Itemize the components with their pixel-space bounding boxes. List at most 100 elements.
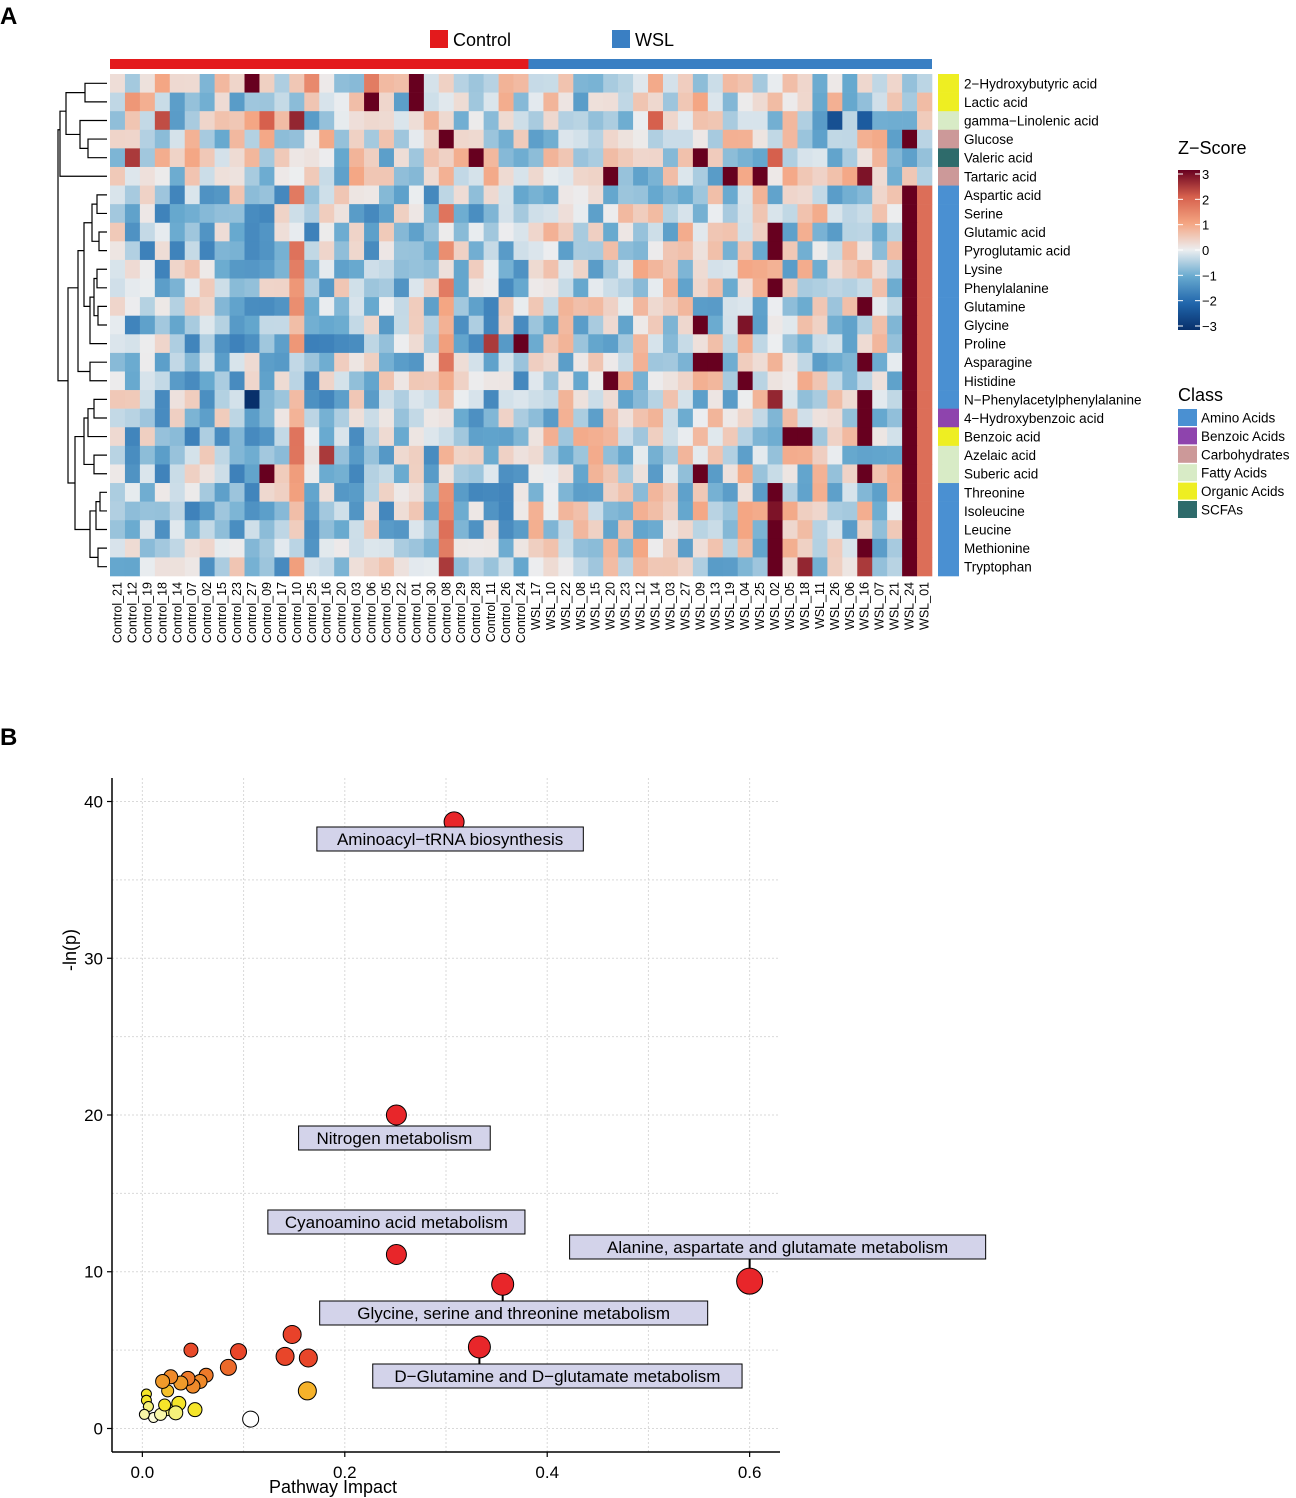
heatmap-cell: [797, 185, 813, 205]
heatmap-cell: [648, 538, 664, 558]
heatmap-cell: [304, 185, 320, 205]
heatmap-cell: [857, 483, 873, 502]
heatmap-cell: [737, 92, 753, 112]
heatmap-cell: [199, 408, 215, 428]
heatmap-cell: [797, 129, 813, 149]
heatmap-cell: [349, 129, 365, 149]
heatmap-cell: [752, 408, 768, 428]
heatmap-cell: [304, 557, 320, 577]
heatmap-cell: [797, 557, 813, 577]
heatmap-cell: [259, 74, 275, 93]
sample-label: Control_17: [275, 582, 289, 643]
heatmap-cell: [752, 259, 768, 279]
heatmap-cell: [110, 520, 126, 540]
heatmap-cell: [782, 278, 798, 298]
heatmap-cell: [812, 241, 828, 261]
heatmap-cell: [722, 315, 739, 335]
group-bar-wsl: [528, 59, 932, 69]
heatmap-cell: [752, 241, 768, 261]
heatmap-cell: [154, 427, 171, 447]
heatmap-cell: [229, 74, 245, 93]
heatmap-cell: [289, 148, 305, 168]
heatmap-cell: [154, 390, 171, 409]
heatmap-cell: [483, 371, 499, 391]
heatmap-cell: [184, 390, 200, 409]
heatmap-cell: [648, 129, 664, 149]
heatmap-cell: [588, 408, 604, 428]
heatmap-cell: [782, 241, 798, 261]
heatmap-cell: [528, 334, 544, 354]
heatmap-cell: [124, 241, 141, 261]
heatmap-cell: [408, 390, 425, 409]
heatmap-cell: [767, 334, 783, 354]
heatmap-cell: [887, 557, 903, 577]
heatmap-cell: [543, 390, 559, 409]
heatmap-cell: [513, 297, 529, 317]
heatmap-cell: [677, 445, 694, 465]
heatmap-cell: [199, 371, 215, 391]
heatmap-cell: [453, 204, 469, 224]
heatmap-cell: [154, 166, 171, 186]
heatmap-cell: [229, 259, 245, 279]
heatmap-cell: [917, 352, 933, 372]
heatmap-cell: [334, 501, 350, 521]
heatmap-cell: [767, 111, 783, 131]
heatmap-cell: [797, 390, 813, 409]
heatmap-cell: [154, 483, 171, 502]
heatmap-cell: [199, 538, 215, 558]
heatmap-cell: [199, 520, 215, 540]
heatmap-cell: [618, 483, 634, 502]
heatmap-cell: [588, 352, 604, 372]
heatmap-cell: [304, 259, 320, 279]
class-annotation-cell: [938, 129, 959, 149]
heatmap-cell: [707, 278, 724, 298]
heatmap-cell: [573, 74, 589, 93]
heatmap-cell: [677, 483, 694, 502]
heatmap-cell: [558, 315, 574, 335]
heatmap-cell: [648, 185, 664, 205]
heatmap-cell: [364, 278, 380, 298]
heatmap-cell: [842, 483, 858, 502]
metabolite-label: Valeric acid: [964, 151, 1033, 166]
class-annotation-cell: [938, 278, 959, 298]
heatmap-cell: [543, 111, 559, 131]
heatmap-cell: [752, 483, 768, 502]
sample-label: Control_10: [290, 582, 304, 643]
heatmap-cell: [110, 204, 126, 224]
heatmap-cell: [244, 334, 260, 354]
heatmap-cell: [364, 334, 380, 354]
heatmap-cell: [812, 538, 828, 558]
heatmap-cell: [334, 92, 350, 112]
heatmap-cell: [782, 74, 798, 93]
heatmap-cell: [259, 483, 275, 502]
heatmap-cell: [453, 501, 469, 521]
heatmap-cell: [513, 92, 529, 112]
heatmap-cell: [662, 390, 679, 409]
metabolite-label: Glucose: [964, 132, 1014, 147]
heatmap-cell: [633, 538, 649, 558]
heatmap-cell: [274, 557, 290, 577]
heatmap-cell: [423, 92, 440, 112]
heatmap-cell: [379, 185, 395, 205]
heatmap-cell: [139, 334, 156, 354]
heatmap-cell: [842, 408, 858, 428]
heatmap-cell: [603, 111, 619, 131]
heatmap-cell: [842, 129, 858, 149]
class-legend-swatch: [1178, 464, 1197, 482]
heatmap-cell: [483, 538, 499, 558]
heatmap-cell: [139, 278, 156, 298]
heatmap-cell: [244, 464, 260, 484]
heatmap-cell: [379, 278, 395, 298]
heatmap-cell: [408, 371, 425, 391]
heatmap-cell: [573, 501, 589, 521]
heatmap-cell: [902, 74, 918, 93]
heatmap-cell: [244, 111, 260, 131]
heatmap-cell: [707, 390, 724, 409]
dendrogram-link: [89, 296, 107, 345]
sample-label: WSL_01: [918, 582, 932, 630]
heatmap-cell: [812, 501, 828, 521]
heatmap-cell: [648, 222, 664, 242]
heatmap-cell: [498, 166, 514, 186]
heatmap-cell: [737, 204, 753, 224]
heatmap-cell: [513, 557, 529, 577]
